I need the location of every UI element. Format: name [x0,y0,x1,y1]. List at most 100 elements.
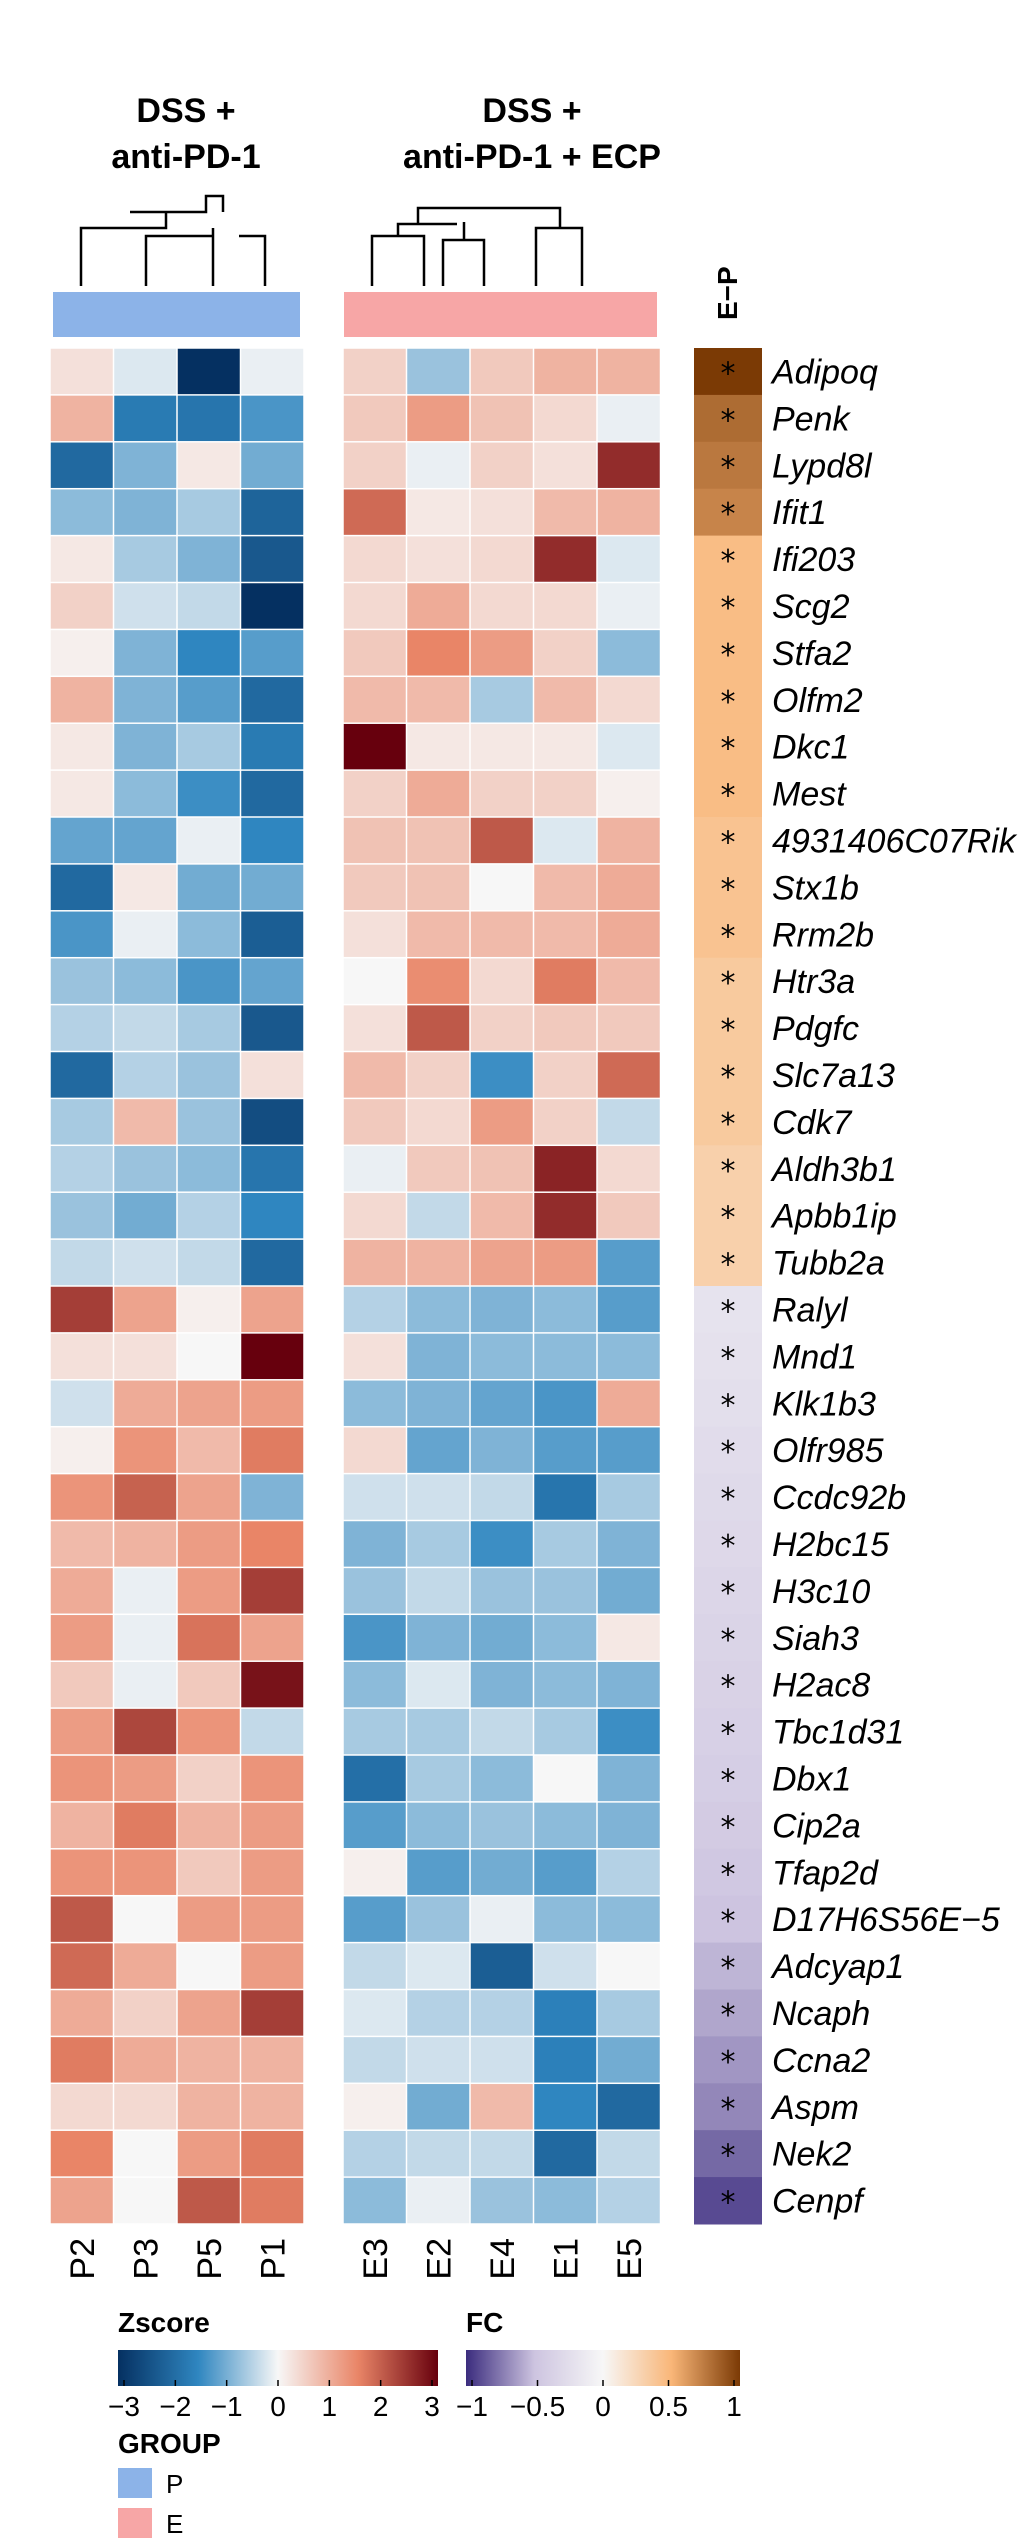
heatmap-cell-4931406C07Rik-E4 [470,817,533,864]
heatmap-cell-Dkc1-P5 [177,723,240,770]
heatmap-cell-Ncaph-E2 [407,1990,470,2036]
heatmap-cell-Ifi203-P2 [50,536,113,582]
heatmap-cell-Stfa2-E3 [343,630,406,676]
zscore-legend: Zscore −3 −2 −1 0 1 2 3 [108,2307,440,2422]
heatmap-cell-Stx1b-P3 [114,864,177,911]
heatmap-cell-Cip2a-E2 [407,1802,470,1849]
fc-cell-Scg2 [694,582,762,630]
heatmap-cell-Dbx1-E3 [343,1755,406,1802]
heatmap-cell-Adcyap1-P5 [177,1943,240,1989]
legend-tick-label: 2 [373,2391,389,2422]
fc-cell-Stfa2 [694,629,762,677]
group-legend-swatch-e [118,2508,152,2538]
significance-mark: * [721,450,736,485]
heatmap-cell-Dkc1-E4 [470,723,533,770]
heatmap-cell-Stfa2-E4 [470,630,533,676]
heatmap-cell-Ifit1-E5 [597,489,660,535]
heatmap-cell-Cip2a-E5 [597,1802,660,1849]
heatmap-cell-Ifit1-P5 [177,489,240,535]
heatmap-cell-Slc7a13-P2 [50,1052,113,1098]
significance-mark: * [721,1951,736,1986]
fc-ticks: −1 −0.5 0 0.5 1 [456,2380,742,2422]
heatmap-cell-Mnd1-P3 [114,1333,177,1380]
heatmap-cell-H3c10-E4 [470,1568,533,1614]
significance-mark: * [721,403,736,438]
fc-cell-Nek2 [694,2130,762,2178]
gene-label-13: Htr3a [772,963,855,1001]
significance-mark: * [721,1529,736,1564]
heatmap-cell-4931406C07Rik-P2 [50,817,113,864]
heatmap-cell-Adipoq-E2 [407,348,470,395]
heatmap-cell-Olfm2-E4 [470,677,533,723]
heatmap-cell-Slc7a13-P3 [114,1052,177,1098]
heatmap-cell-Siah3-E5 [597,1615,660,1661]
heatmap-cell-Penk-E3 [343,395,406,442]
heatmap-cell-Cdk7-P1 [241,1099,304,1145]
heatmap-cell-H3c10-P5 [177,1568,240,1614]
heatmap-cell-Aspm-E3 [343,2084,406,2130]
significance-mark: * [721,825,736,860]
heatmap-cell-Adcyap1-E2 [407,1943,470,1989]
heatmap-cell-Htr3a-E3 [343,958,406,1004]
group-titles: DSS + anti-PD-1 DSS + anti-PD-1 + ECP [111,92,661,176]
heatmap-cell-Nek2-E5 [597,2130,660,2177]
heatmap-cell-Ifi203-P3 [114,536,177,582]
heatmap-cell-Penk-P5 [177,395,240,442]
gene-label-1: Penk [772,400,851,438]
group-title-p-line2: anti-PD-1 [111,138,260,176]
heatmap-cell-Aldh3b1-P5 [177,1146,240,1192]
legend-tick-label: 0 [270,2391,286,2422]
gene-label-33: D17H6S56E−5 [772,1901,1000,1939]
heatmap-cell-Stx1b-P1 [241,864,304,911]
heatmap-cell-Klk1b3-E3 [343,1380,406,1426]
fc-cell-Tbc1d31 [694,1708,762,1756]
heatmap-cell-Adcyap1-P1 [241,1943,304,1989]
heatmap-cell-Siah3-E2 [407,1615,470,1661]
heatmap-cell-Dkc1-P3 [114,723,177,770]
heatmap-cell-Dbx1-E2 [407,1755,470,1802]
heatmap-cell-Apbb1ip-P3 [114,1192,177,1239]
heatmap-cell-Ralyl-E5 [597,1286,660,1333]
heatmap-cell-Ifi203-P5 [177,536,240,582]
significance-mark: * [721,1576,736,1611]
fc-cell-Ifi203 [694,535,762,583]
heatmap-cell-Olfr985-P3 [114,1427,177,1473]
legend-tick-label: 3 [424,2391,440,2422]
significance-mark: * [721,1623,736,1658]
heatmap-cell-Adipoq-E5 [597,348,660,395]
heatmap-cell-H2bc15-E1 [534,1521,597,1567]
heatmap-cell-Stx1b-E4 [470,864,533,911]
heatmap-cell-Cdk7-P3 [114,1099,177,1145]
heatmap-cell-Mnd1-E1 [534,1333,597,1380]
gene-label-36: Ccna2 [772,2042,870,2080]
heatmap-cell-Nek2-P1 [241,2130,304,2177]
fc-cell-H2bc15 [694,1520,762,1568]
heatmap-cell-Cdk7-P5 [177,1099,240,1145]
heatmap-cell-H2ac8-E4 [470,1661,533,1708]
heatmap-cell-Ralyl-E1 [534,1286,597,1333]
heatmap-cell-H3c10-P2 [50,1568,113,1614]
heatmap-cell-Pdgfc-P2 [50,1005,113,1051]
significance-mark: * [721,1154,736,1189]
significance-mark: * [721,872,736,907]
fc-cell-Penk [694,394,762,443]
heatmap-cell-Slc7a13-E5 [597,1052,660,1098]
fc-cell-Ifit1 [694,488,762,537]
heatmap-cell-H2bc15-P5 [177,1521,240,1567]
gene-label-5: Scg2 [772,588,850,626]
heatmap-cell-4931406C07Rik-P3 [114,817,177,864]
heatmap-cell-Pdgfc-E5 [597,1005,660,1051]
fc-cell-Ncaph [694,1989,762,2037]
zscore-ticks: −3 −2 −1 0 1 2 3 [108,2380,440,2422]
significance-mark: * [721,1435,736,1470]
heatmap-cell-Aspm-P5 [177,2084,240,2130]
heatmap-cell-Cdk7-P2 [50,1099,113,1145]
heatmap-cell-Rrm2b-P5 [177,911,240,957]
heatmap-cell-Penk-E1 [534,395,597,442]
column-label-P5: P5 [191,2238,229,2280]
column-label-E2: E2 [420,2238,458,2280]
heatmap-cell-Lypd8l-P1 [241,442,304,488]
heatmap-cell-Ifi203-E3 [343,536,406,582]
heatmap-cell-Aspm-P2 [50,2084,113,2130]
heatmap-cell-Adcyap1-E5 [597,1943,660,1989]
